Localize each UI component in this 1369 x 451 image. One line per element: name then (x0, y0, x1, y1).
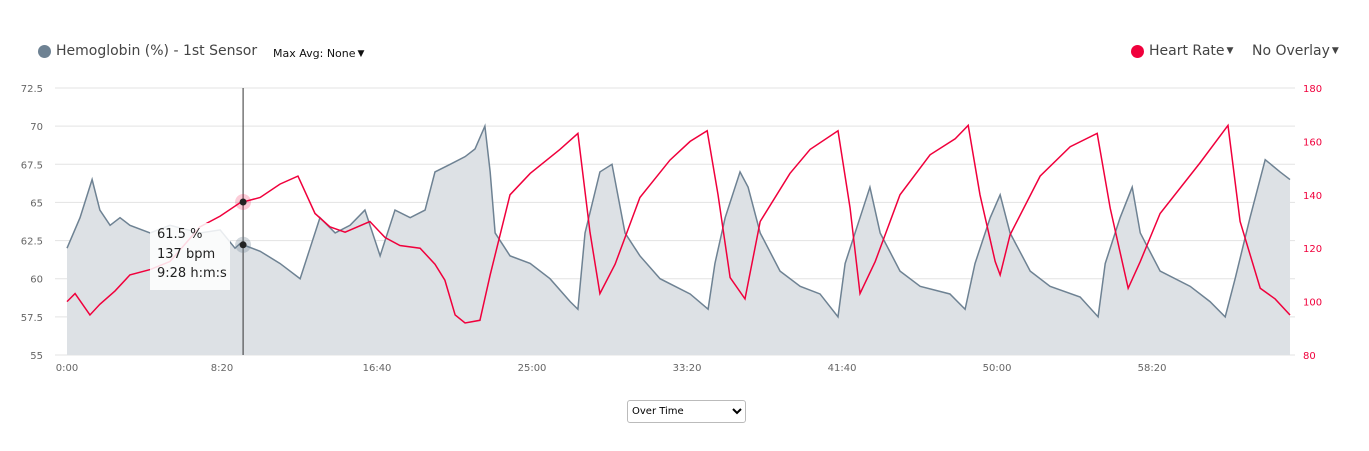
x-tick-label: 0:00 (56, 363, 78, 374)
y-right-tick-label: 160 (1303, 137, 1322, 148)
y-right-tick-label: 80 (1303, 351, 1316, 362)
secondary-series-dropdown[interactable]: Heart Rate ▼ (1131, 43, 1233, 59)
hemoglobin-hover-marker (239, 241, 247, 249)
y-left-tick-label: 67.5 (21, 160, 43, 171)
caret-down-icon: ▼ (1226, 46, 1234, 56)
tooltip-hemoglobin: 61.5 % (157, 227, 203, 242)
primary-series-selector[interactable]: Hemoglobin (%) - 1st Sensor (38, 43, 257, 59)
y-left-tick-label: 65 (30, 198, 43, 209)
max-avg-label: Max Avg: None (273, 47, 356, 60)
y-left-tick-label: 70 (30, 122, 43, 133)
hemoglobin-area (67, 126, 1290, 356)
x-tick-label: 50:00 (983, 363, 1012, 374)
y-left-tick-label: 60 (30, 275, 43, 286)
y-left-tick-label: 72.5 (21, 84, 43, 95)
y-right-tick-label: 120 (1303, 244, 1322, 255)
primary-series-label: Hemoglobin (%) - 1st Sensor (56, 43, 258, 59)
max-avg-dropdown[interactable]: Max Avg: None ▼ (273, 47, 364, 60)
view-mode-select[interactable]: Over Time (627, 400, 746, 423)
y-right-tick-label: 140 (1303, 191, 1322, 202)
secondary-series-label: Heart Rate (1149, 43, 1225, 59)
y-left-tick-label: 57.5 (21, 313, 43, 324)
overlay-label: No Overlay (1252, 43, 1330, 59)
x-tick-label: 41:40 (828, 363, 857, 374)
x-tick-label: 8:20 (211, 363, 233, 374)
y-left-tick-label: 55 (30, 351, 43, 362)
caret-down-icon: ▼ (357, 48, 365, 59)
tooltip-heart-rate: 137 bpm (157, 246, 216, 262)
hemoglobin-legend-dot (38, 44, 51, 58)
tooltip-time: 9:28 h:m:s (157, 266, 227, 281)
caret-down-icon: ▼ (1331, 46, 1339, 56)
x-tick-label: 33:20 (673, 363, 702, 374)
hemoglobin-line (66, 123, 1291, 319)
y-right-tick-label: 100 (1303, 298, 1322, 309)
y-left-tick-label: 62.5 (21, 237, 43, 248)
heart-rate-hover-marker (239, 198, 247, 206)
x-tick-label: 58:20 (1138, 363, 1167, 374)
overlay-dropdown[interactable]: No Overlay ▼ (1252, 43, 1339, 59)
x-tick-label: 16:40 (363, 363, 392, 374)
x-tick-label: 25:00 (518, 363, 547, 374)
y-right-tick-label: 180 (1303, 84, 1322, 95)
tooltip: 61.5 % 137 bpm 9:28 h:m:s (150, 223, 230, 290)
heart-rate-line (66, 123, 1291, 324)
heart-rate-legend-dot (1131, 44, 1144, 58)
